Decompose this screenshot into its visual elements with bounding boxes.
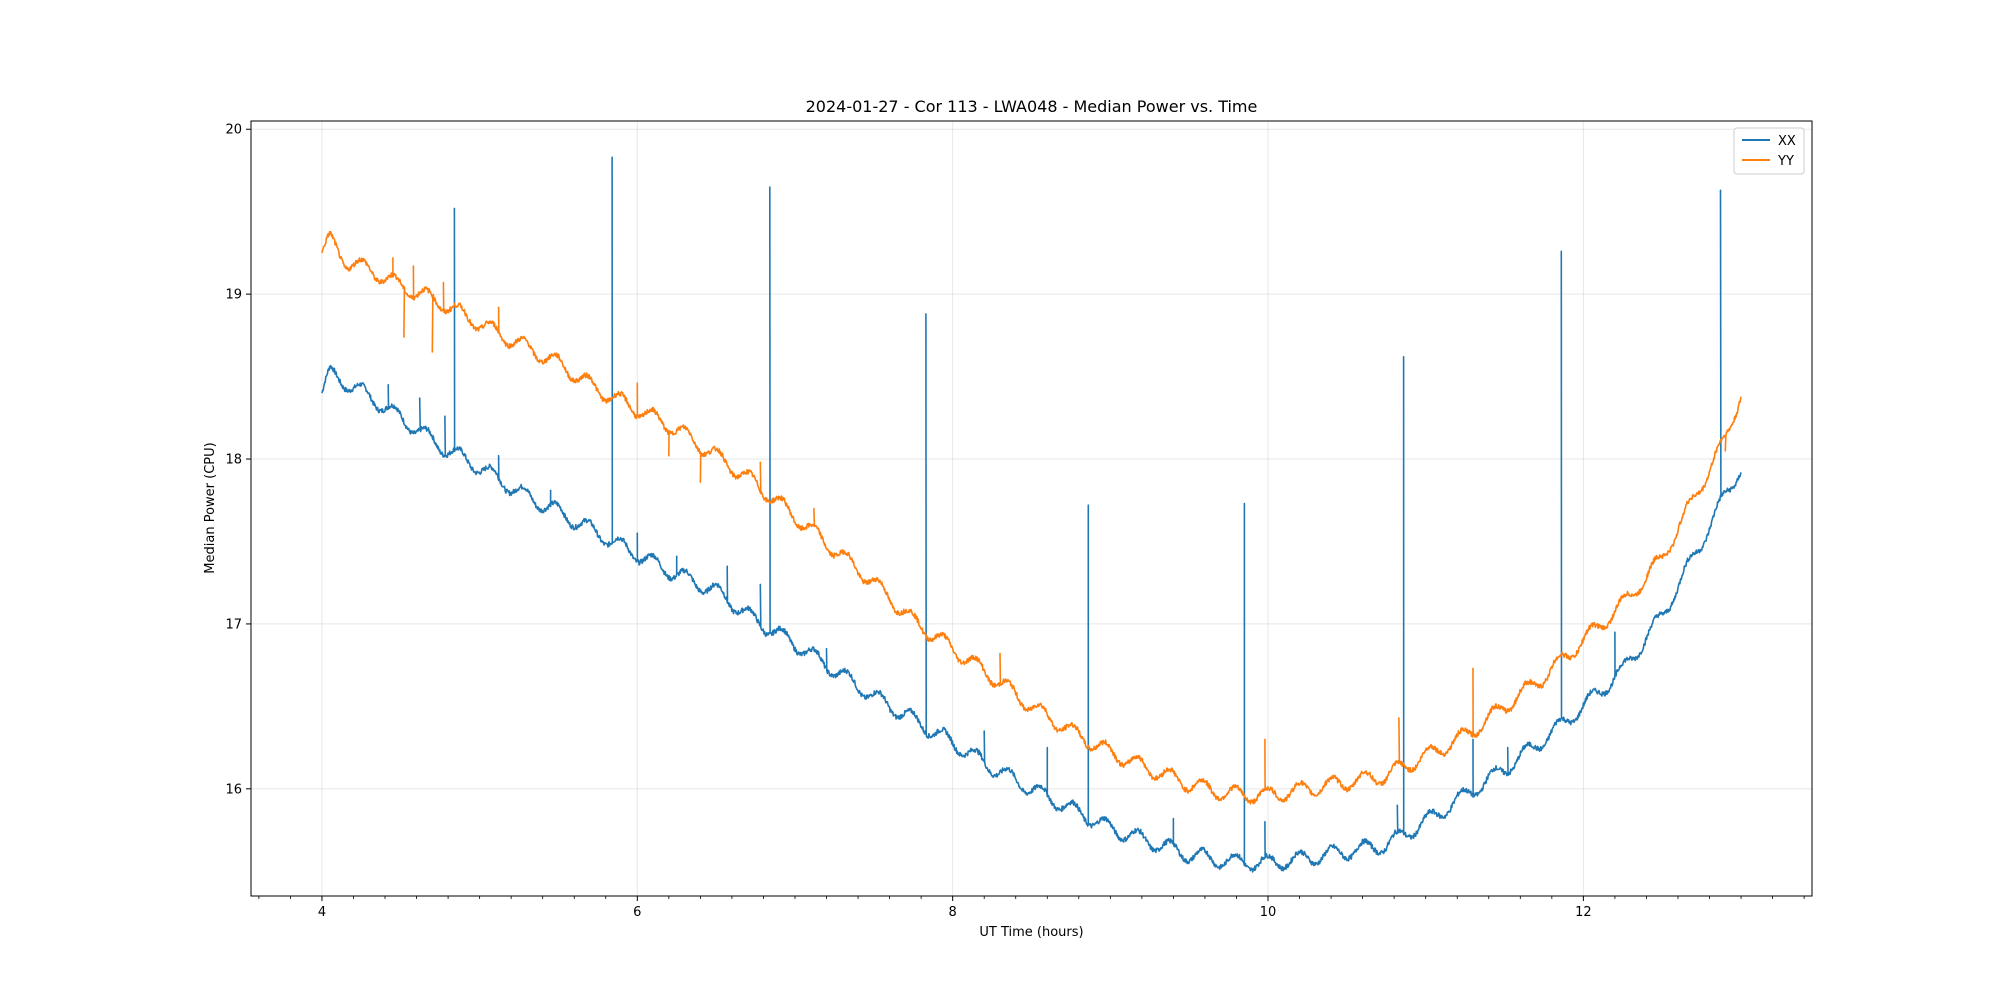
series-line-yy xyxy=(321,230,1742,805)
x-axis: 4 6 8 10 12 xyxy=(258,896,1805,920)
series-line-xx xyxy=(321,156,1742,873)
legend-label-xx: XX xyxy=(1778,134,1796,149)
x-tick-label: 4 xyxy=(318,905,326,920)
y-tick-label: 20 xyxy=(225,123,242,138)
plot-frame xyxy=(250,120,1813,897)
x-tick-label: 6 xyxy=(633,905,641,920)
x-tick-label: 10 xyxy=(1260,905,1277,920)
chart-title: 2024-01-27 - Cor 113 - LWA048 - Median P… xyxy=(806,97,1258,116)
y-tick-label: 16 xyxy=(225,782,242,797)
series-layer xyxy=(321,156,1742,873)
x-axis-label: UT Time (hours) xyxy=(979,925,1083,940)
y-tick-label: 17 xyxy=(225,617,242,632)
y-tick-label: 18 xyxy=(225,453,242,468)
y-tick-label: 19 xyxy=(225,288,242,303)
y-axis-label: Median Power (CPU) xyxy=(203,442,218,573)
x-tick-label: 8 xyxy=(949,905,957,920)
legend: XX YY xyxy=(1733,127,1805,175)
legend-label-yy: YY xyxy=(1777,154,1794,169)
y-axis: 16 17 18 19 20 xyxy=(225,123,251,797)
x-tick-label: 12 xyxy=(1575,905,1592,920)
